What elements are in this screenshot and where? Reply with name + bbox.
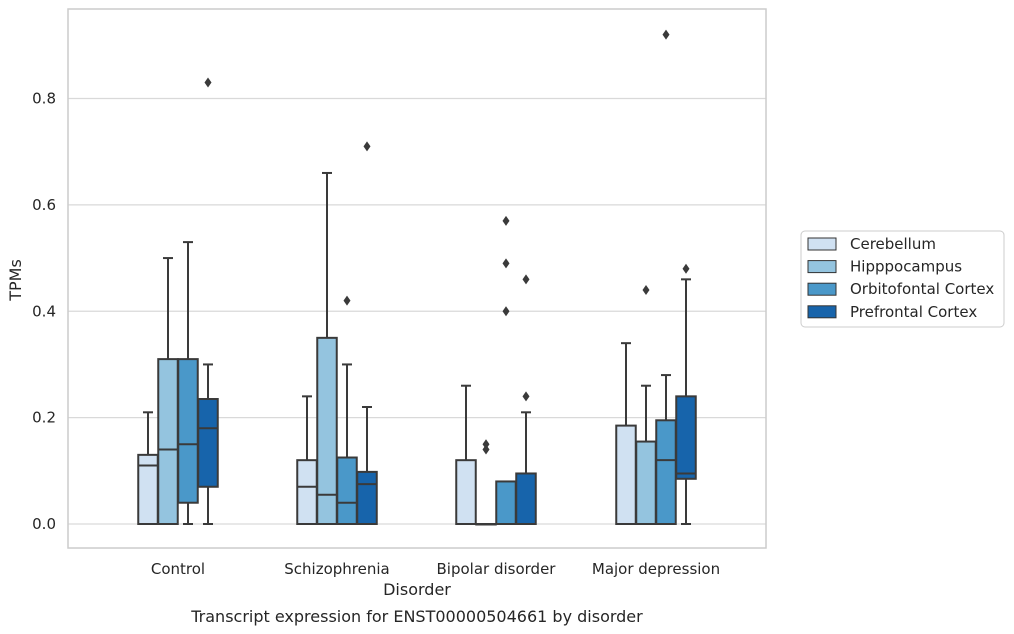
outlier-point xyxy=(482,444,490,455)
box xyxy=(316,336,338,525)
box-cerebellum xyxy=(296,395,318,525)
outlier-point xyxy=(502,306,510,317)
box-prefrontal-cortex xyxy=(356,141,378,525)
outlier-point xyxy=(204,77,212,88)
outlier-point xyxy=(642,284,650,295)
box-orbitofontal-cortex xyxy=(655,29,677,525)
outlier-point xyxy=(662,29,670,40)
legend-swatch xyxy=(807,260,837,274)
y-tick-label: 0.0 xyxy=(32,515,56,533)
legend: Cerebellum Hipppocampus Orbitofontal Corte… xyxy=(800,230,1005,328)
box-prefrontal-cortex xyxy=(197,77,219,525)
y-tick-label: 0.8 xyxy=(32,90,56,108)
x-tick-label: Schizophrenia xyxy=(284,560,389,578)
box xyxy=(655,419,677,525)
box-plots xyxy=(137,29,697,526)
box-hipppocampus xyxy=(475,439,497,526)
box xyxy=(296,459,318,525)
x-axis-title: Disorder xyxy=(383,580,451,599)
box-orbitofontal-cortex xyxy=(177,241,199,525)
box-prefrontal-cortex xyxy=(675,263,697,525)
chart-caption: Transcript expression for ENST0000050466… xyxy=(190,607,643,626)
box xyxy=(455,459,477,525)
legend-frame xyxy=(800,230,1005,328)
y-tick-label: 0.6 xyxy=(32,196,56,214)
legend-label: Orbitofontal Cortex xyxy=(850,280,994,298)
y-tick-label: 0.2 xyxy=(32,409,56,427)
box-cerebellum xyxy=(615,342,637,525)
y-tick-label: 0.4 xyxy=(32,302,56,320)
x-tick-labels: Control Schizophrenia Bipolar disorder Majo… xyxy=(151,560,720,578)
legend-swatch xyxy=(807,237,837,251)
legend-swatch xyxy=(807,305,837,319)
y-tick-labels: 0.0 0.2 0.4 0.6 0.8 xyxy=(32,90,56,534)
outlier-point xyxy=(482,439,490,450)
box-orbitofontal-cortex xyxy=(495,215,517,526)
box xyxy=(157,358,179,525)
legend-swatch xyxy=(807,282,837,296)
box-hipppocampus xyxy=(316,171,338,525)
box xyxy=(356,470,378,525)
y-axis-title: TPMs xyxy=(6,259,25,302)
box xyxy=(197,398,219,488)
legend-label: Prefrontal Cortex xyxy=(850,303,977,321)
box-hipppocampus xyxy=(157,257,179,525)
box xyxy=(177,358,199,504)
legend-label: Hipppocampus xyxy=(850,258,962,276)
box xyxy=(675,395,697,480)
outlier-point xyxy=(363,141,371,152)
outlier-point xyxy=(343,295,351,306)
box-cerebellum xyxy=(137,411,159,526)
plot-frame xyxy=(67,8,767,549)
outlier-point xyxy=(522,274,530,285)
x-tick-label: Bipolar disorder xyxy=(437,560,557,578)
box xyxy=(515,472,537,525)
box-orbitofontal-cortex xyxy=(336,295,358,525)
box xyxy=(336,456,358,525)
outlier-point xyxy=(682,263,690,274)
outlier-point xyxy=(502,258,510,269)
box xyxy=(495,480,517,526)
box-hipppocampus xyxy=(635,284,657,526)
box xyxy=(615,424,637,525)
box-cerebellum xyxy=(455,384,477,525)
box-prefrontal-cortex xyxy=(515,274,537,525)
x-tick-label: Major depression xyxy=(592,560,720,578)
x-tick-label: Control xyxy=(151,560,205,578)
legend-label: Cerebellum xyxy=(850,235,936,253)
outlier-point xyxy=(502,215,510,226)
outlier-point xyxy=(522,391,530,402)
box xyxy=(635,440,657,526)
